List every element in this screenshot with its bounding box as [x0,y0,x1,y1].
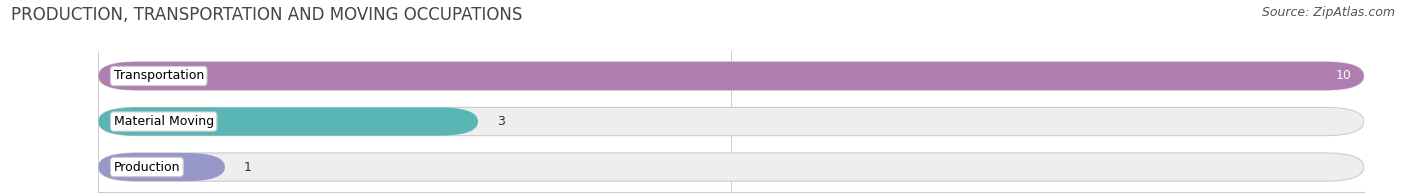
Text: Transportation: Transportation [114,70,204,83]
FancyBboxPatch shape [98,62,1364,90]
Text: 3: 3 [498,115,505,128]
FancyBboxPatch shape [98,107,478,136]
Text: Material Moving: Material Moving [114,115,214,128]
Text: Source: ZipAtlas.com: Source: ZipAtlas.com [1261,6,1395,19]
FancyBboxPatch shape [98,62,1364,90]
Text: Production: Production [114,161,180,173]
FancyBboxPatch shape [98,153,1364,181]
FancyBboxPatch shape [98,107,1364,136]
Text: 10: 10 [1336,70,1351,83]
FancyBboxPatch shape [98,153,225,181]
Text: PRODUCTION, TRANSPORTATION AND MOVING OCCUPATIONS: PRODUCTION, TRANSPORTATION AND MOVING OC… [11,6,523,24]
Text: 1: 1 [245,161,252,173]
